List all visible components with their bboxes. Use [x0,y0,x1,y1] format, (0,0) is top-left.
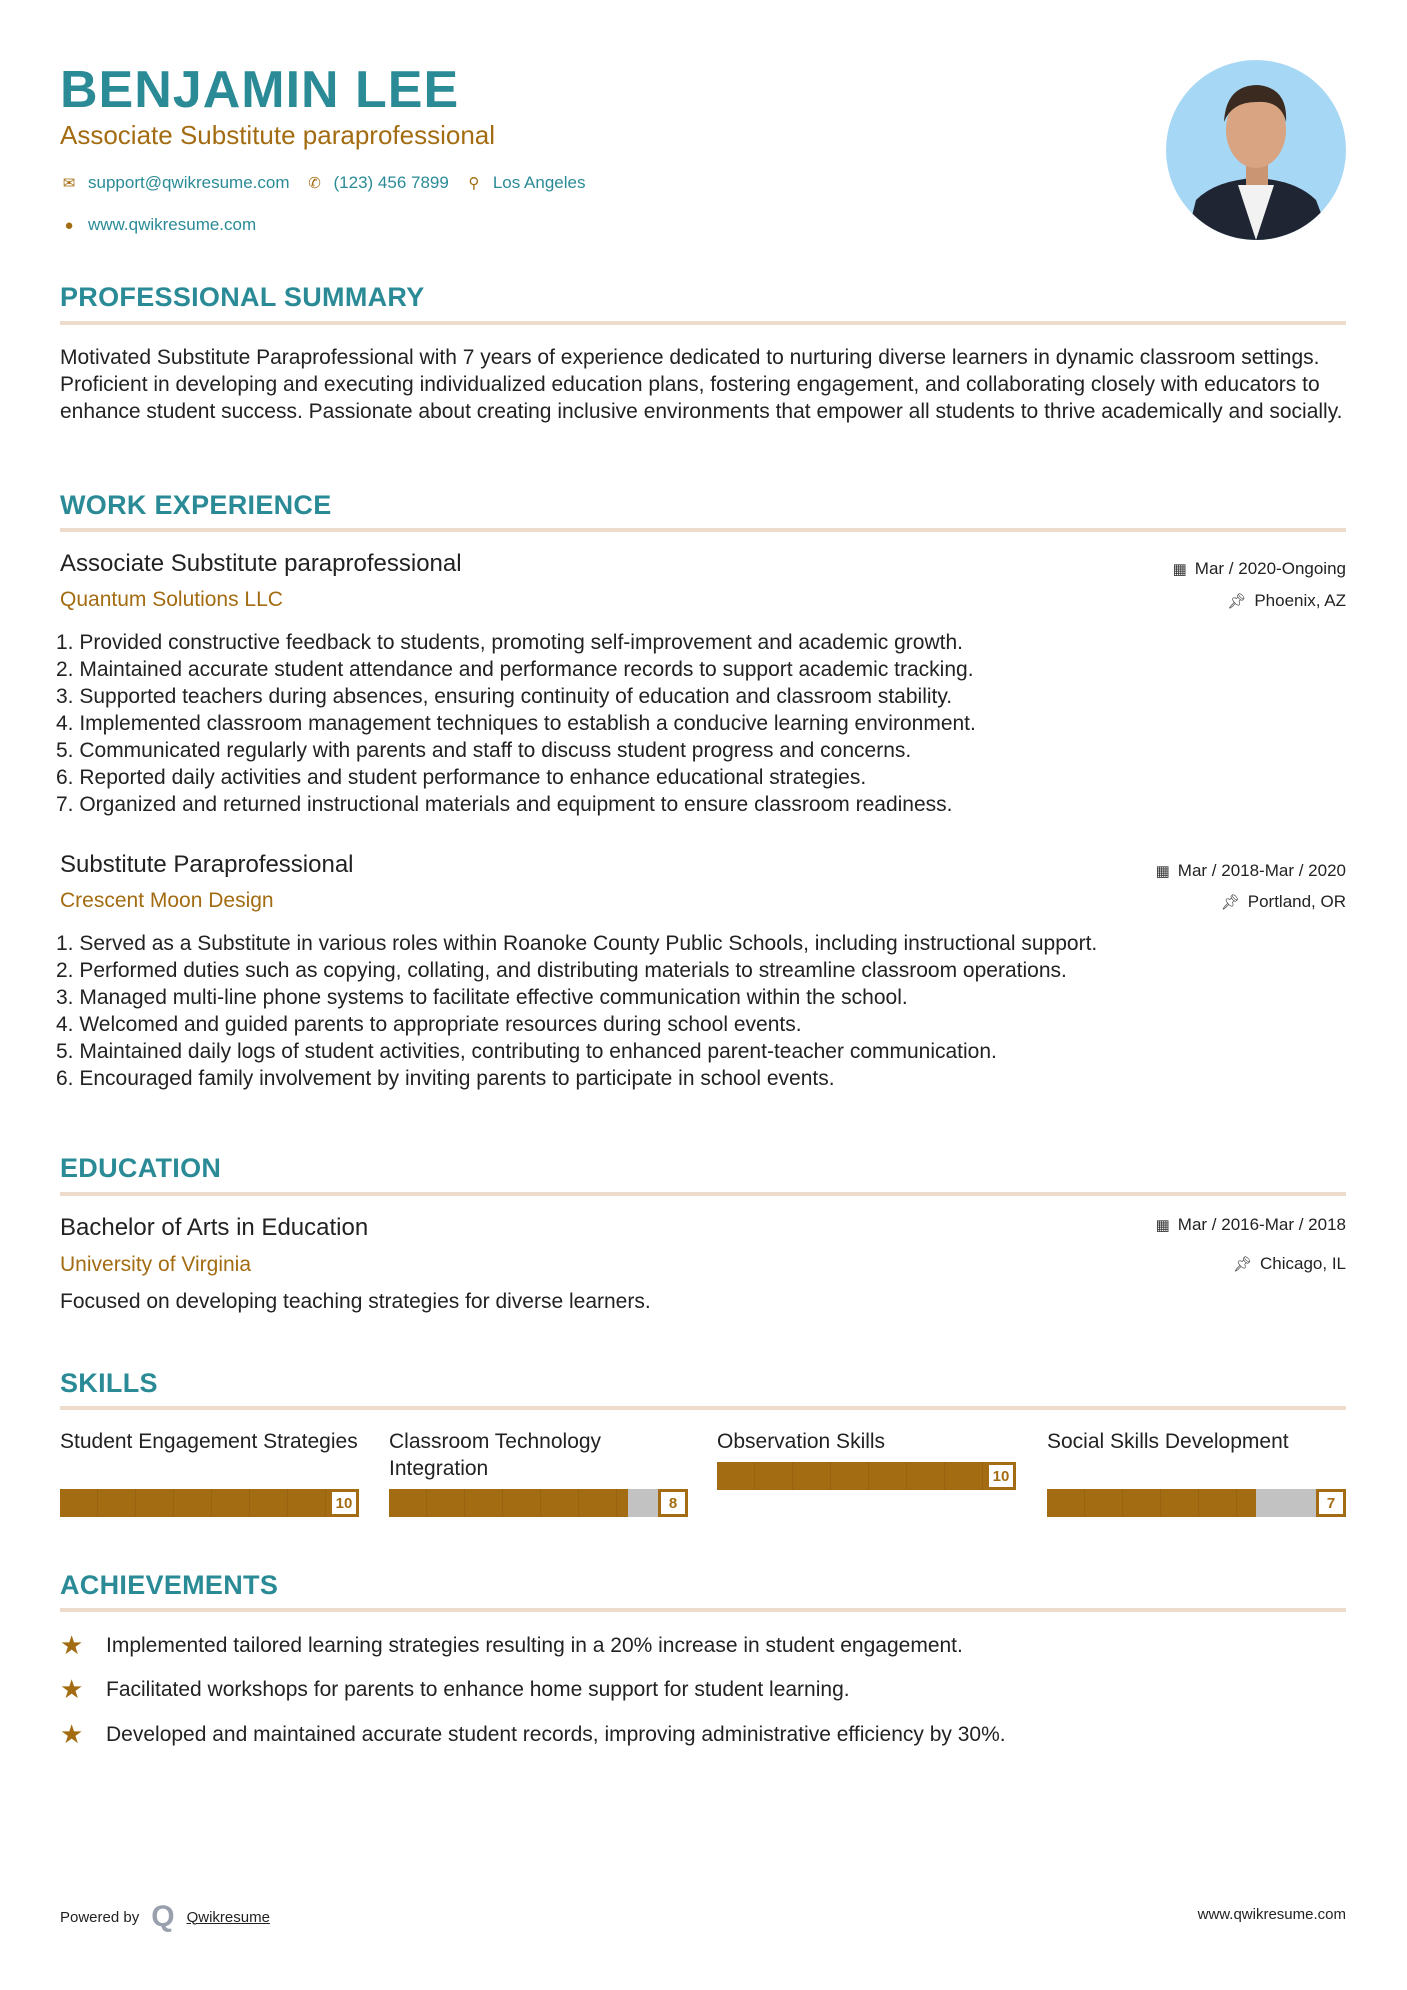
star-icon: ★ [60,1674,84,1704]
footer-powered: Powered by Q Qwikresume [60,1900,270,1934]
bullet: 5. Maintained daily logs of student acti… [56,1040,997,1063]
job-dates-text: Mar / 2020-Ongoing [1194,559,1346,578]
achievements-heading: ACHIEVEMENTS [60,1570,279,1600]
envelope-icon: ✉ [62,175,76,192]
bullet: 3. Managed multi-line phone systems to f… [56,986,908,1009]
phone-icon: ✆ [308,175,321,192]
footer-website[interactable]: www.qwikresume.com [1197,1906,1346,1923]
bullet: 1. Provided constructive feedback to stu… [56,631,963,654]
job-location-text: Portland, OR [1247,892,1346,911]
divider [60,321,1346,325]
job-location-text: Phoenix, AZ [1254,591,1346,610]
skill-level-fill [60,1489,359,1517]
job-company: Quantum Solutions LLC [60,588,283,611]
phone-text: (123) 456 7899 [333,173,449,192]
pushpin-icon: 📌︎ [1227,593,1247,610]
calendar-icon: ▦ [1155,1217,1170,1234]
skill-level-fill [1047,1489,1257,1517]
bullet: 6. Encouraged family involvement by invi… [56,1067,835,1090]
achievement-text: Implemented tailored learning strategies… [106,1633,963,1657]
job-title: Associate Substitute paraprofessional [60,550,462,577]
bullet: 4. Implemented classroom management tech… [56,712,976,735]
job-company: Crescent Moon Design [60,889,274,912]
map-pin-icon: ⚲ [468,175,480,192]
candidate-title: Associate Substitute paraprofessional [60,120,496,150]
contact-row: ✉ support@qwikresume.com ✆ (123) 456 7899 … [60,173,586,193]
summary-heading: PROFESSIONAL SUMMARY [60,282,425,312]
skill-name: Observation Skills [717,1430,886,1453]
skill-level-number: 8 [658,1489,688,1517]
bullet: 1. Served as a Substitute in various rol… [56,932,1098,955]
divider [60,1608,1346,1612]
school: University of Virginia [60,1253,252,1276]
bullet: 6. Reported daily activities and student… [56,766,867,789]
calendar-icon: ▦ [1155,863,1170,880]
skill-name: Social Skills Development [1047,1430,1289,1453]
qwikresume-link[interactable]: Qwikresume [186,1908,270,1926]
job-dates: ▦ Mar / 2018-Mar / 2020 [1156,861,1346,881]
skill-level-fill [389,1489,629,1517]
skill-level-number: 10 [986,1462,1016,1490]
qwikresume-logo-icon: Q [151,1900,175,1933]
education-location-text: Chicago, IL [1260,1254,1346,1273]
bullet: 2. Maintained accurate student attendanc… [56,658,974,681]
summary-text: Motivated Substitute Paraprofessional wi… [60,346,1343,423]
bullet: 2. Performed duties such as copying, col… [56,959,1067,982]
star-icon: ★ [60,1719,84,1749]
achievement-item: ★ Developed and maintained accurate stude… [60,1719,1006,1750]
candidate-name: BENJAMIN LEE [60,61,460,119]
pushpin-icon: 📌︎ [1232,1256,1252,1273]
education-location: 📌︎ Chicago, IL [1233,1254,1346,1274]
calendar-icon: ▦ [1172,561,1187,578]
skill-level-number: 7 [1316,1489,1346,1517]
globe-icon: ● [64,216,74,234]
skill-item: Observation Skills 10 [717,1428,1016,1490]
achievement-text: Developed and maintained accurate studen… [106,1722,1006,1746]
education-dates-text: Mar / 2016-Mar / 2018 [1177,1215,1346,1234]
skill-item: Social Skills Development 7 [1047,1428,1346,1517]
degree: Bachelor of Arts in Education [60,1214,369,1241]
pushpin-icon: 📌︎ [1220,894,1240,911]
skill-level-bar: 8 [389,1489,688,1517]
divider [60,1406,1346,1410]
experience-heading: WORK EXPERIENCE [60,490,332,520]
achievement-item: ★ Implemented tailored learning strategie… [60,1630,963,1661]
profile-photo [1166,60,1346,240]
bullet: 5. Communicated regularly with parents a… [56,739,912,762]
skill-item: Classroom Technology Integration 8 [389,1428,688,1517]
achievement-item: ★ Facilitated workshops for parents to en… [60,1674,850,1705]
skill-item: Student Engagement Strategies 10 [60,1428,359,1517]
job-location: 📌︎ Portland, OR [1221,892,1346,912]
job-location: 📌︎ Phoenix, AZ [1227,591,1346,611]
bullet: 7. Organized and returned instructional … [56,793,953,816]
skill-name: Student Engagement Strategies [60,1430,358,1453]
location-text: Los Angeles [492,173,586,192]
powered-by-text: Powered by [60,1908,140,1926]
star-icon: ★ [60,1630,84,1660]
bullet: 4. Welcomed and guided parents to approp… [56,1013,802,1036]
website-link[interactable]: www.qwikresume.com [88,215,257,234]
skill-level-fill [717,1462,1016,1490]
skill-level-bar: 10 [60,1489,359,1517]
email-link[interactable]: support@qwikresume.com [88,173,290,192]
education-dates: ▦ Mar / 2016-Mar / 2018 [1156,1215,1346,1235]
job-bullets: 1. Served as a Substitute in various rol… [56,930,1346,1092]
divider [60,1192,1346,1196]
education-description: Focused on developing teaching strategie… [60,1290,651,1313]
job-title: Substitute Paraprofessional [60,851,354,878]
divider [60,528,1346,532]
skill-level-number: 10 [329,1489,359,1517]
skill-level-bar: 7 [1047,1489,1346,1517]
achievement-text: Facilitated workshops for parents to enh… [106,1677,850,1701]
bullet: 3. Supported teachers during absences, e… [56,685,953,708]
job-dates: ▦ Mar / 2020-Ongoing [1173,559,1346,579]
skills-heading: SKILLS [60,1368,158,1398]
skill-name: Classroom Technology Integration [389,1430,602,1480]
job-bullets: 1. Provided constructive feedback to stu… [56,629,1346,818]
education-heading: EDUCATION [60,1153,222,1183]
website-row: ● www.qwikresume.com [60,215,256,235]
skill-level-bar: 10 [717,1462,1016,1490]
job-dates-text: Mar / 2018-Mar / 2020 [1177,861,1346,880]
